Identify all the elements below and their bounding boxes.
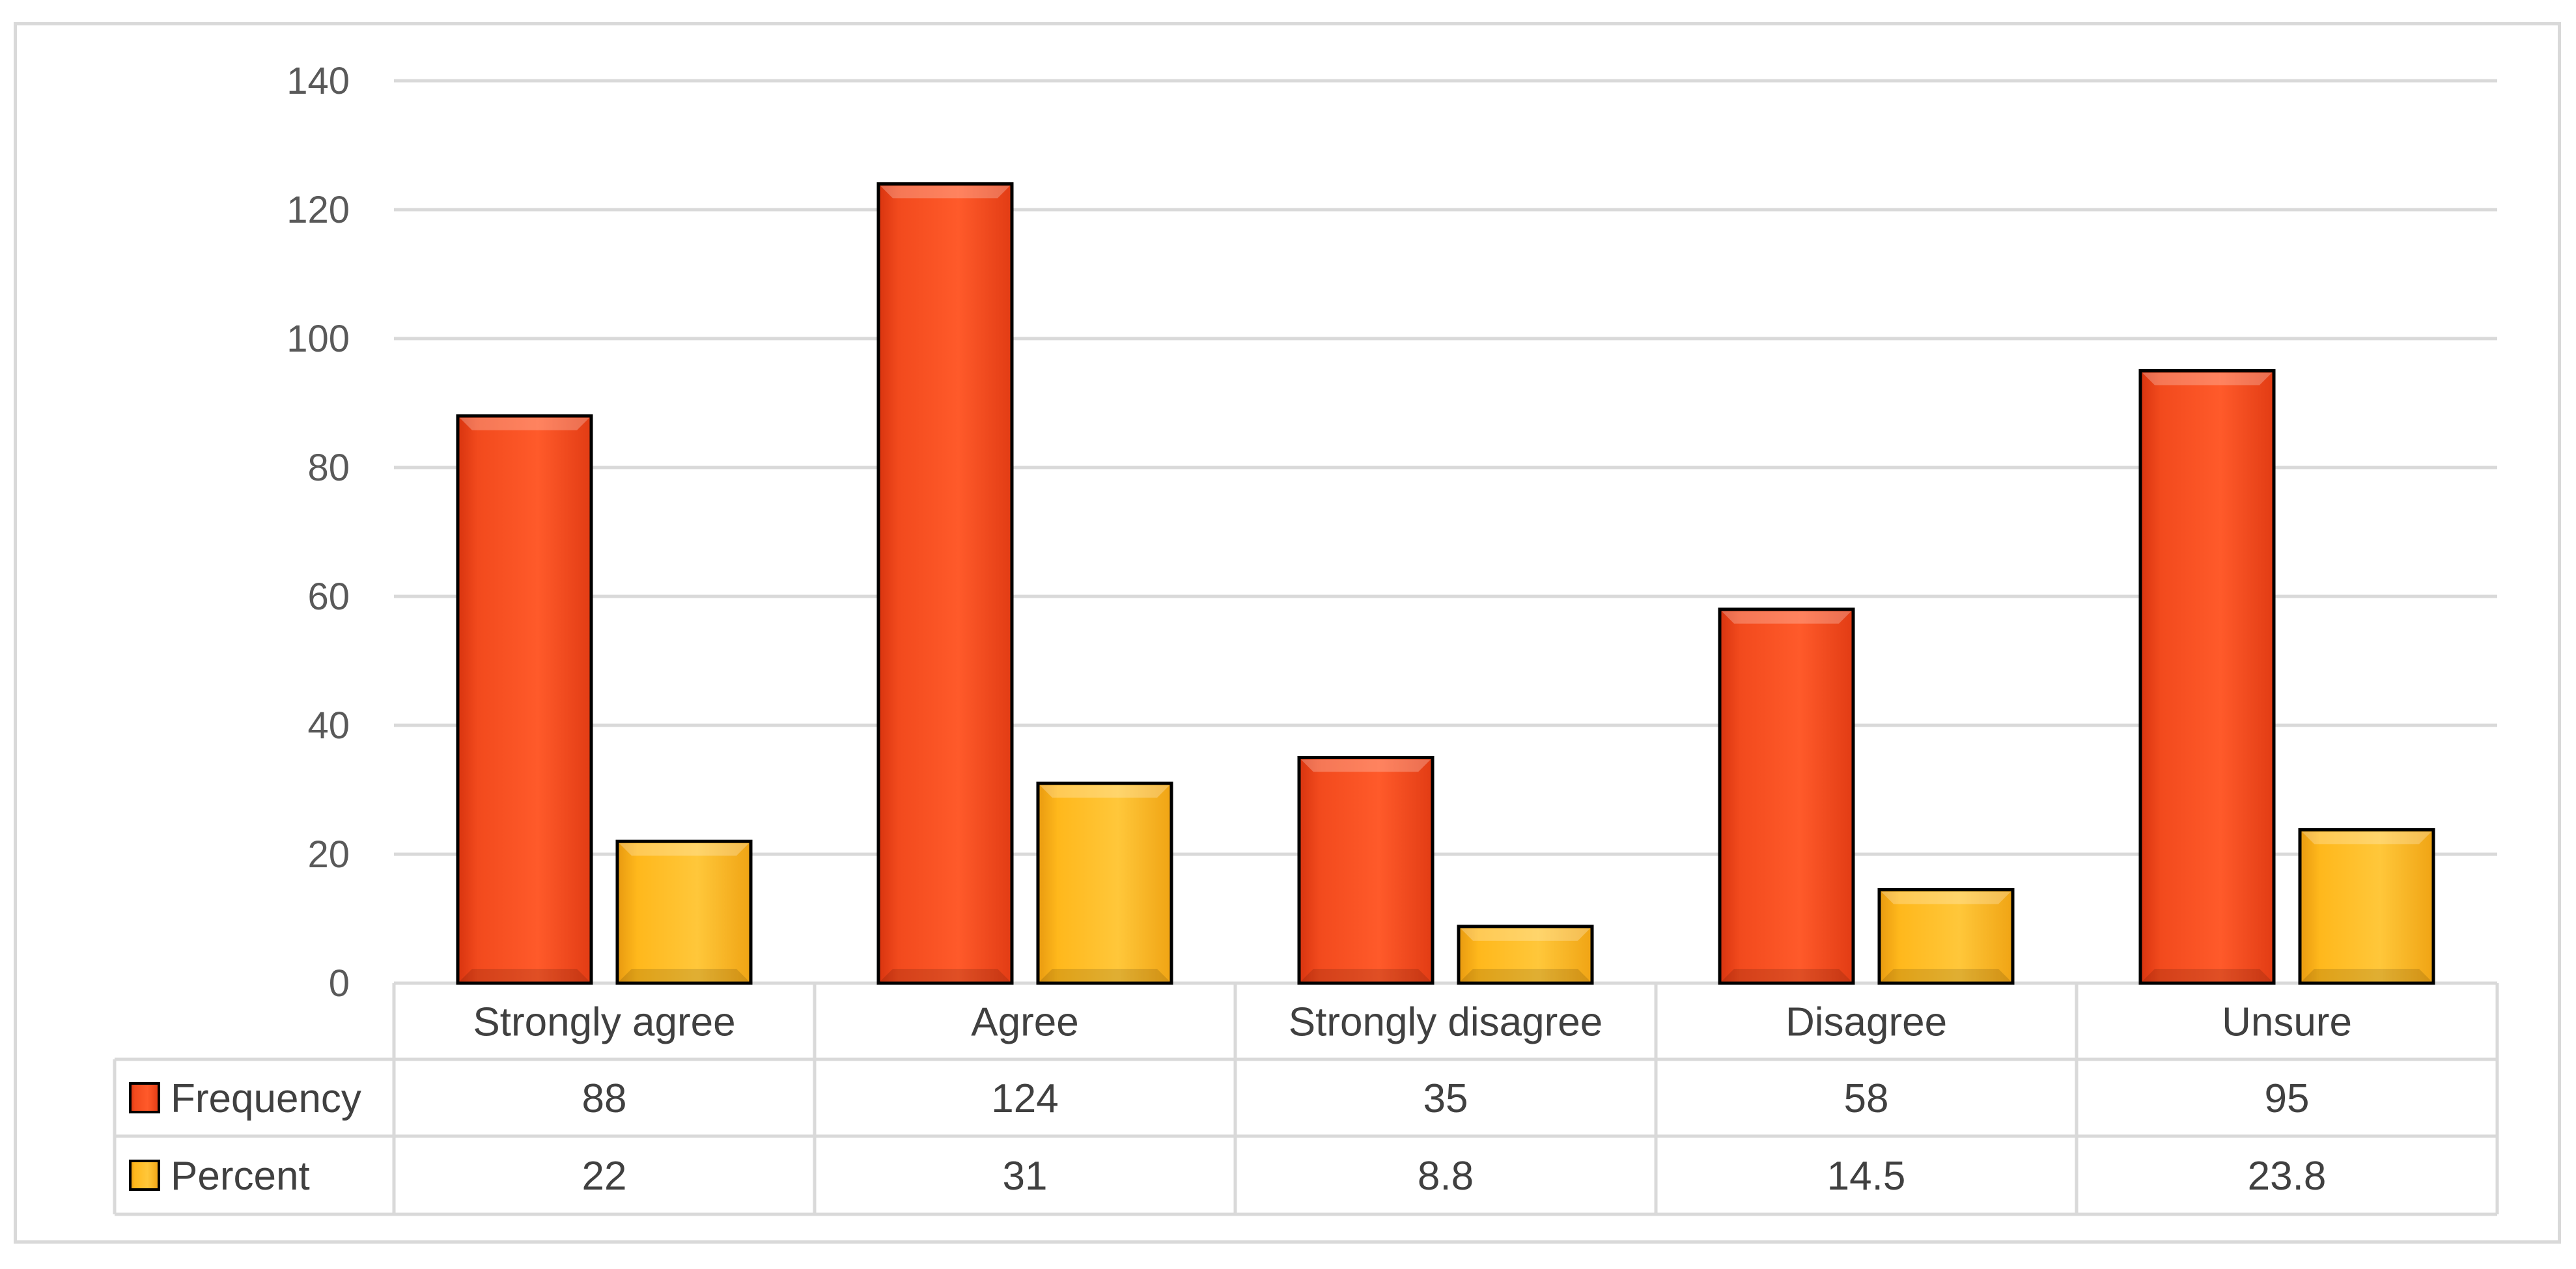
category-label: Unsure: [2222, 1000, 2352, 1045]
legend-label: Frequency: [171, 1076, 361, 1121]
y-axis-ticks: 0 20 40 60 80 100 120 140: [287, 60, 350, 1005]
bar-bevel-bottom: [1722, 969, 1851, 981]
y-tick-label: 140: [287, 60, 350, 102]
y-tick-label: 0: [329, 962, 350, 1005]
bar-bevel-bottom: [1461, 969, 1590, 981]
legend-label: Percent: [171, 1154, 310, 1199]
bar-body: [1877, 887, 2015, 985]
legend-key-frequency: [129, 1082, 160, 1113]
legend-key-percent: [129, 1160, 160, 1191]
y-tick-label: 80: [307, 447, 350, 489]
bar-bevel-top: [2142, 372, 2272, 385]
bar-body: [2298, 828, 2435, 985]
category-label: Strongly disagree: [1289, 1000, 1603, 1045]
bar-body: [2138, 369, 2276, 985]
legend-swatch: [129, 1082, 160, 1113]
legend-swatch: [129, 1160, 160, 1191]
bar-bevel-top: [1040, 785, 1169, 798]
y-tick-label: 120: [287, 189, 350, 231]
bar-bevel-bottom: [880, 969, 1010, 981]
bar-body: [876, 182, 1014, 985]
bar-bevel-top: [1301, 759, 1431, 772]
bar-percent-1: [1036, 781, 1173, 985]
bar-bevel-top: [460, 417, 589, 430]
table-cell-value: 23.8: [2248, 1154, 2327, 1199]
table-cell-value: 22: [582, 1154, 627, 1199]
bar-bevel-bottom: [460, 969, 589, 981]
bar-frequency-4: [2138, 369, 2276, 985]
y-tick-label: 40: [307, 704, 350, 747]
bar-body: [456, 414, 593, 985]
table-cell-value: 124: [991, 1076, 1058, 1121]
table-cell-value: 95: [2265, 1076, 2310, 1121]
y-tick-label: 60: [307, 576, 350, 618]
bar-bevel-top: [1722, 611, 1851, 624]
bar-frequency-0: [456, 414, 593, 985]
bar-body: [1036, 781, 1173, 985]
table-cell-value: 35: [1423, 1076, 1468, 1121]
bar-body: [1297, 756, 1435, 985]
bar-body: [1718, 607, 1855, 985]
bar-percent-0: [615, 839, 753, 985]
bar-percent-3: [1877, 887, 2015, 985]
bar-bevel-top: [1881, 891, 2011, 904]
y-tick-label: 100: [287, 318, 350, 360]
category-label: Disagree: [1785, 1000, 1947, 1045]
bar-bevel-top: [2302, 831, 2431, 844]
table-cell-value: 8.8: [1418, 1154, 1474, 1199]
bars: [456, 182, 2435, 985]
bar-frequency-3: [1718, 607, 1855, 985]
bar-bevel-bottom: [1881, 969, 2011, 981]
chart-frame: [14, 22, 2561, 1244]
category-label: Agree: [971, 1000, 1078, 1045]
bar-bevel-bottom: [2142, 969, 2272, 981]
bar-frequency-2: [1297, 756, 1435, 985]
data-table: Strongly agree Agree Strongly disagree Disa…: [113, 983, 2499, 1216]
table-cell-value: 31: [1003, 1154, 1048, 1199]
category-label: Strongly agree: [473, 1000, 735, 1045]
bar-bevel-bottom: [1040, 969, 1169, 981]
bar-bevel-bottom: [1301, 969, 1431, 981]
bar-bevel-top: [1461, 928, 1590, 941]
bar-percent-4: [2298, 828, 2435, 985]
bar-body: [1457, 925, 1594, 985]
bar-body: [615, 839, 753, 985]
table-cell-value: 58: [1844, 1076, 1889, 1121]
bar-frequency-1: [876, 182, 1014, 985]
bar-bevel-top: [880, 186, 1010, 199]
bar-percent-2: [1457, 925, 1594, 985]
bar-bevel-bottom: [2302, 969, 2431, 981]
bar-bevel-top: [619, 843, 749, 856]
table-cell-value: 88: [582, 1076, 627, 1121]
y-tick-label: 20: [307, 833, 350, 876]
bar-bevel-bottom: [619, 969, 749, 981]
table-cell-value: 14.5: [1827, 1154, 1906, 1199]
